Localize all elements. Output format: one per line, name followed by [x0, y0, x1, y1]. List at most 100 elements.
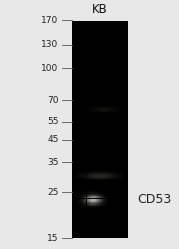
- Text: CD53: CD53: [138, 193, 172, 206]
- Bar: [109, 110, 110, 111]
- Bar: [86, 172, 87, 173]
- Bar: [106, 202, 107, 203]
- Bar: [97, 207, 98, 208]
- Bar: [98, 108, 99, 109]
- Bar: [99, 106, 100, 107]
- Bar: [86, 201, 87, 202]
- Bar: [84, 196, 85, 197]
- Bar: [84, 175, 85, 176]
- Bar: [98, 180, 99, 181]
- Bar: [89, 111, 90, 112]
- Bar: [83, 196, 84, 197]
- Bar: [104, 180, 105, 181]
- Bar: [102, 176, 103, 177]
- Bar: [100, 193, 101, 195]
- Bar: [94, 207, 95, 208]
- Bar: [116, 175, 117, 176]
- Bar: [110, 173, 111, 174]
- Bar: [85, 172, 86, 173]
- Bar: [92, 173, 93, 174]
- Bar: [96, 171, 97, 172]
- Bar: [109, 174, 110, 175]
- Bar: [82, 201, 83, 202]
- Bar: [84, 176, 85, 177]
- Bar: [97, 108, 98, 109]
- Bar: [94, 178, 95, 179]
- Text: 45: 45: [47, 135, 59, 144]
- Bar: [95, 193, 96, 195]
- Bar: [105, 177, 106, 178]
- Bar: [85, 201, 86, 202]
- Bar: [84, 203, 85, 205]
- Bar: [83, 205, 84, 206]
- Bar: [104, 175, 105, 176]
- Bar: [107, 178, 108, 179]
- Bar: [104, 111, 105, 112]
- Bar: [81, 174, 82, 175]
- Bar: [94, 175, 95, 176]
- Bar: [101, 202, 102, 203]
- Bar: [100, 195, 101, 196]
- Bar: [80, 172, 81, 173]
- Bar: [102, 198, 103, 200]
- Bar: [77, 177, 78, 178]
- Bar: [96, 206, 97, 207]
- Bar: [86, 179, 87, 180]
- Bar: [114, 110, 115, 111]
- Bar: [103, 205, 104, 206]
- Bar: [93, 174, 94, 175]
- Bar: [91, 205, 92, 206]
- Bar: [72, 21, 128, 238]
- Bar: [98, 106, 99, 107]
- Bar: [89, 178, 90, 179]
- Bar: [112, 176, 113, 177]
- Bar: [91, 193, 92, 195]
- Bar: [115, 177, 116, 178]
- Bar: [93, 178, 94, 179]
- Bar: [100, 201, 101, 202]
- Bar: [82, 193, 83, 195]
- Bar: [103, 175, 104, 176]
- Bar: [93, 172, 94, 173]
- Bar: [80, 196, 81, 197]
- Bar: [99, 180, 100, 181]
- Text: 15: 15: [47, 234, 59, 243]
- Bar: [84, 202, 85, 203]
- Bar: [100, 107, 101, 108]
- Bar: [108, 175, 109, 176]
- Bar: [85, 195, 86, 196]
- Bar: [78, 174, 79, 175]
- Bar: [108, 174, 109, 175]
- Bar: [80, 179, 81, 180]
- Text: 70: 70: [47, 96, 59, 105]
- Bar: [102, 111, 103, 112]
- Bar: [85, 205, 86, 206]
- Bar: [102, 192, 103, 193]
- Bar: [98, 193, 99, 195]
- Bar: [97, 180, 98, 181]
- Bar: [107, 110, 108, 111]
- Bar: [89, 110, 90, 111]
- Bar: [100, 200, 101, 201]
- Bar: [79, 198, 80, 200]
- Bar: [121, 177, 122, 178]
- Bar: [84, 205, 85, 206]
- Bar: [91, 196, 92, 197]
- Bar: [81, 176, 82, 177]
- Bar: [74, 175, 75, 176]
- Bar: [119, 108, 120, 109]
- Bar: [107, 201, 108, 202]
- Bar: [81, 200, 82, 201]
- Bar: [105, 201, 106, 202]
- Bar: [86, 197, 87, 198]
- Bar: [91, 200, 92, 201]
- Bar: [86, 173, 87, 174]
- Bar: [114, 175, 115, 176]
- Bar: [104, 200, 105, 201]
- Bar: [95, 205, 96, 206]
- Bar: [92, 191, 93, 192]
- Bar: [96, 178, 97, 179]
- Bar: [120, 108, 121, 109]
- Bar: [84, 193, 85, 195]
- Bar: [105, 111, 106, 112]
